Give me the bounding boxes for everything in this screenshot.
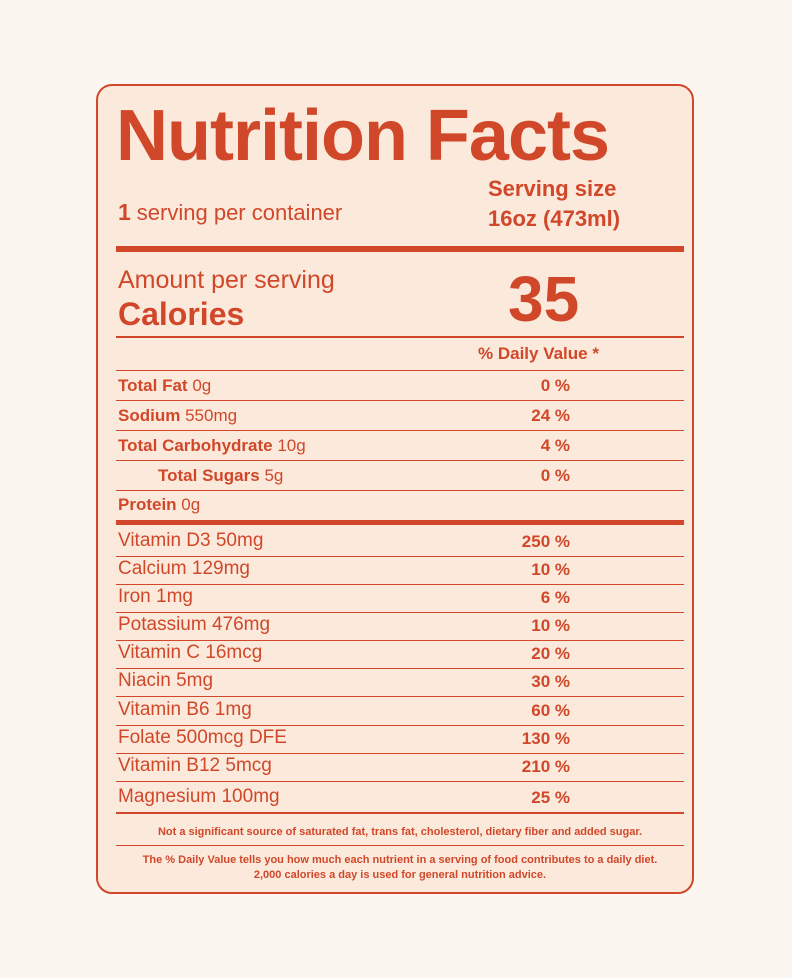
vitamin-row: Vitamin B12 5mcg 210 % bbox=[116, 754, 684, 782]
vitamin-pct: 20 % bbox=[531, 644, 570, 663]
nutrient-pct: 4 % bbox=[540, 436, 570, 455]
nutrient-name: Protein 0g bbox=[118, 495, 201, 514]
footnote-not-significant: Not a significant source of saturated fa… bbox=[157, 826, 643, 838]
nutrient-row-sodium: Sodium 550mg 24 % bbox=[116, 401, 684, 431]
nutrient-row-total-carbohydrate: Total Carbohydrate 10g 4 % bbox=[116, 431, 684, 461]
nutrition-label: Nutrition Facts 1 serving per container S… bbox=[96, 84, 694, 894]
calories-value: 35 bbox=[508, 263, 580, 335]
nutrient-name: Sodium 550mg bbox=[118, 406, 238, 425]
vitamin-pct: 250 % bbox=[521, 532, 570, 551]
vitamin-pct: 130 % bbox=[521, 729, 570, 748]
vitamin-pct: 30 % bbox=[531, 672, 570, 691]
vitamin-name: Vitamin B12 5mcg bbox=[118, 755, 272, 776]
nutrient-pct: 24 % bbox=[531, 406, 570, 425]
vitamin-pct: 25 % bbox=[531, 788, 570, 807]
vitamin-pct: 210 % bbox=[521, 757, 570, 776]
servings-count: 1 bbox=[118, 199, 131, 225]
vitamin-name: Iron 1mg bbox=[118, 586, 193, 607]
vitamin-pct: 10 % bbox=[531, 560, 570, 579]
vitamin-row: Calcium 129mg 10 % bbox=[116, 557, 684, 585]
nutrient-row-protein: Protein 0g bbox=[116, 491, 684, 519]
daily-value-header: % Daily Value * bbox=[478, 344, 599, 363]
divider-dv bbox=[116, 370, 684, 371]
vitamin-pct: 60 % bbox=[531, 701, 570, 720]
divider-calories bbox=[116, 336, 684, 338]
vitamin-name: Folate 500mcg DFE bbox=[118, 727, 287, 748]
amount-per-serving: Amount per serving bbox=[118, 266, 335, 294]
nutrient-name: Total Sugars 5g bbox=[158, 466, 284, 485]
vitamin-row: Vitamin D3 50mg 250 % bbox=[116, 525, 684, 557]
calories-label: Calories bbox=[118, 296, 245, 332]
vitamin-name: Calcium 129mg bbox=[118, 558, 250, 579]
nutrient-pct: 0 % bbox=[540, 376, 570, 395]
vitamin-pct: 6 % bbox=[540, 588, 570, 607]
vitamin-row: Potassium 476mg 10 % bbox=[116, 613, 684, 641]
vitamin-row: Iron 1mg 6 % bbox=[116, 585, 684, 613]
divider-thick bbox=[116, 246, 684, 252]
vitamin-row: Folate 500mcg DFE 130 % bbox=[116, 726, 684, 754]
nutrient-name: Total Carbohydrate 10g bbox=[118, 436, 306, 455]
nutrient-pct: 0 % bbox=[540, 466, 570, 485]
vitamin-name: Vitamin B6 1mg bbox=[118, 699, 252, 720]
vitamin-name: Vitamin C 16mcg bbox=[118, 642, 263, 663]
nutrient-row-total-fat: Total Fat 0g 0 % bbox=[116, 371, 684, 401]
vitamin-row: Magnesium 100mg 25 % bbox=[116, 782, 684, 814]
vitamin-row: Vitamin B6 1mg 60 % bbox=[116, 697, 684, 726]
vitamin-name: Potassium 476mg bbox=[118, 614, 271, 635]
serving-size-label: Serving size bbox=[488, 176, 617, 201]
vitamin-row: Niacin 5mg 30 % bbox=[116, 669, 684, 697]
servings-per-container: 1 serving per container bbox=[118, 199, 342, 226]
servings-text: serving per container bbox=[136, 200, 343, 225]
serving-size-value: 16oz (473ml) bbox=[488, 206, 621, 231]
vitamin-pct: 10 % bbox=[531, 616, 570, 635]
divider-footnote bbox=[116, 845, 684, 846]
nutrient-row-total-sugars: Total Sugars 5g 0 % bbox=[116, 461, 684, 491]
serving-size: Serving size 16oz (473ml) bbox=[488, 174, 620, 234]
vitamin-name: Vitamin D3 50mg bbox=[118, 530, 264, 551]
divider-vitamins bbox=[116, 520, 684, 525]
footnote-daily-value: The % Daily Value tells you how much eac… bbox=[142, 854, 658, 881]
nutrient-name: Total Fat 0g bbox=[118, 376, 212, 395]
label-title: Nutrition Facts bbox=[116, 96, 610, 176]
vitamin-name: Niacin 5mg bbox=[118, 670, 214, 691]
vitamin-name: Magnesium 100mg bbox=[118, 786, 280, 807]
vitamin-row: Vitamin C 16mcg 20 % bbox=[116, 641, 684, 669]
